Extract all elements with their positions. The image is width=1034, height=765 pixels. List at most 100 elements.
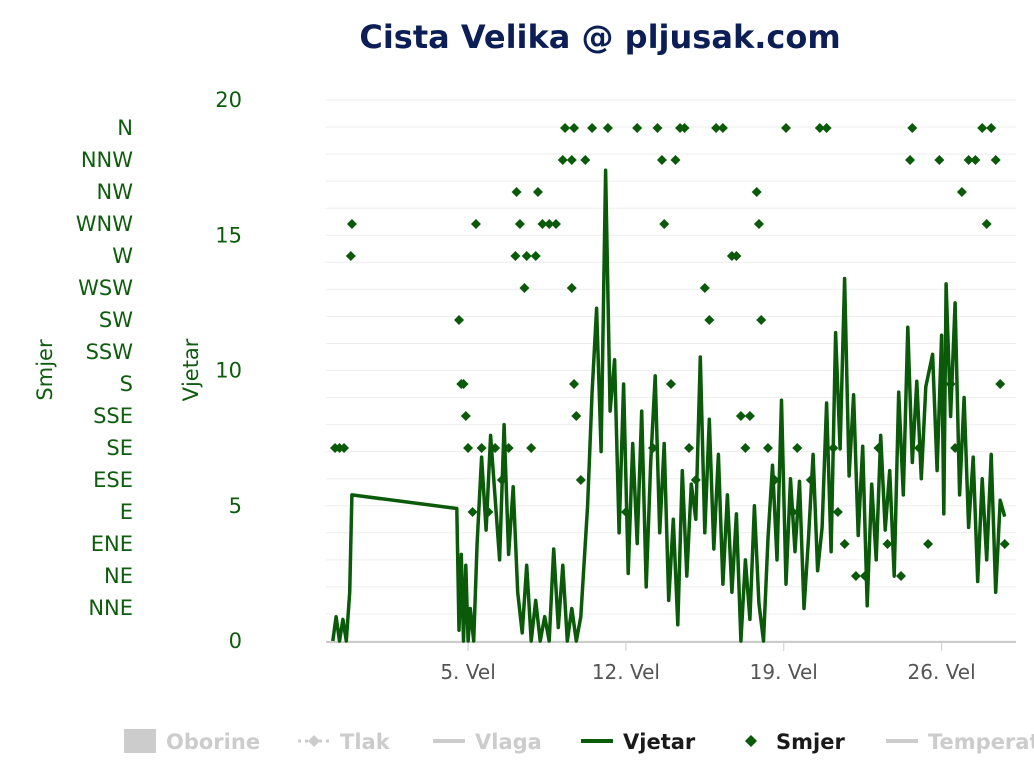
legend-label: Smjer xyxy=(776,730,845,754)
smjer-point xyxy=(519,283,530,293)
smjer-point xyxy=(839,539,850,549)
smjer-point xyxy=(647,443,658,453)
y-tick-label: 20 xyxy=(215,88,242,112)
smjer-point xyxy=(907,123,918,133)
smjer-point xyxy=(950,443,961,453)
smjer-point xyxy=(460,411,471,421)
smjer-point xyxy=(740,443,751,453)
smjer-point xyxy=(503,443,514,453)
smjer-point xyxy=(620,507,631,517)
smjer-point xyxy=(873,443,884,453)
y-tick-label-direction: SE xyxy=(106,436,133,460)
legend-label: Tlak xyxy=(340,730,391,754)
y-tick-label-direction: E xyxy=(120,500,133,524)
smjer-point xyxy=(670,155,681,165)
legend-label: Vjetar xyxy=(623,730,696,754)
smjer-point xyxy=(656,155,667,165)
smjer-point xyxy=(995,379,1006,389)
smjer-point xyxy=(521,251,532,261)
x-axis-ticks: 5. Vel 12. Vel 19. Vel 26. Vel xyxy=(440,642,976,684)
smjer-point xyxy=(751,187,762,197)
smjer-point xyxy=(781,123,791,133)
y-tick-label-direction: NW xyxy=(97,180,134,204)
y-tick-label-direction: W xyxy=(112,244,133,268)
y-tick-label: 5 xyxy=(229,494,242,518)
x-tick-label: 19. Vel xyxy=(750,660,818,684)
legend-item-tlak[interactable]: Tlak xyxy=(298,730,391,754)
smjer-point xyxy=(602,123,613,133)
smjer-point xyxy=(496,475,507,485)
y-axis-smjer-title: Smjer xyxy=(33,339,57,401)
chart-title: Cista Velika @ pljusak.com xyxy=(359,18,840,56)
smjer-point xyxy=(977,123,988,133)
smjer-point xyxy=(711,123,722,133)
y-tick-label-direction: N xyxy=(117,116,133,140)
smjer-point xyxy=(717,123,728,133)
smjer-point xyxy=(569,123,580,133)
smjer-point xyxy=(882,539,893,549)
smjer-point xyxy=(704,315,715,325)
y-tick-label-direction: NNW xyxy=(81,148,133,172)
x-tick-label: 5. Vel xyxy=(440,660,495,684)
smjer-point xyxy=(490,443,501,453)
legend: Oborine Tlak Vlaga Vjetar Smjer Temperat xyxy=(124,729,1034,754)
smjer-point xyxy=(346,219,357,229)
smjer-point xyxy=(514,219,525,229)
smjer-point xyxy=(679,123,690,133)
smjer-point xyxy=(510,251,521,261)
legend-item-oborine[interactable]: Oborine xyxy=(124,729,260,754)
legend-item-smjer[interactable]: Smjer xyxy=(745,730,845,754)
smjer-point xyxy=(753,219,764,229)
smjer-point xyxy=(575,475,586,485)
smjer-point xyxy=(632,123,643,133)
smjer-point xyxy=(956,187,967,197)
y-tick-label-direction: WNW xyxy=(76,212,133,236)
y-tick-label: 15 xyxy=(215,223,242,247)
legend-item-temperat[interactable]: Temperat xyxy=(886,730,1034,754)
smjer-point xyxy=(467,507,478,517)
y-tick-label-direction: NNE xyxy=(88,596,133,620)
smjer-point xyxy=(896,571,906,581)
smjer-point xyxy=(923,539,934,549)
smjer-point xyxy=(735,411,746,421)
y-axis-vjetar-ticks: 0 5 10 15 20 xyxy=(215,88,242,653)
legend-item-vlaga[interactable]: Vlaga xyxy=(433,730,542,754)
smjer-point xyxy=(990,155,1001,165)
series-line-vjetar xyxy=(331,168,1007,643)
y-tick-label-direction: SSE xyxy=(93,404,133,428)
smjer-point xyxy=(684,443,695,453)
smjer-point xyxy=(560,123,571,133)
smjer-point xyxy=(666,379,676,389)
smjer-point xyxy=(787,507,798,517)
smjer-point xyxy=(566,283,577,293)
smjer-point xyxy=(769,475,780,485)
y-tick-label-direction: SSW xyxy=(86,340,134,364)
smjer-point xyxy=(792,443,803,453)
smjer-point xyxy=(859,571,870,581)
y-tick-label-direction: ESE xyxy=(93,468,133,492)
smjer-point xyxy=(690,475,701,485)
smjer-point xyxy=(345,251,356,261)
smjer-point xyxy=(805,475,816,485)
y-tick-label-direction: S xyxy=(120,372,133,396)
smjer-point xyxy=(569,379,580,389)
smjer-point xyxy=(814,123,825,133)
x-tick-label: 12. Vel xyxy=(592,660,660,684)
x-tick-label: 26. Vel xyxy=(908,660,976,684)
legend-symbol-diamond xyxy=(308,735,320,747)
smjer-point xyxy=(454,315,465,325)
smjer-point xyxy=(850,571,861,581)
smjer-point xyxy=(470,219,481,229)
legend-symbol-box xyxy=(124,729,156,753)
smjer-point xyxy=(587,123,598,133)
smjer-point xyxy=(762,443,773,453)
smjer-point xyxy=(986,123,997,133)
smjer-point xyxy=(463,443,474,453)
legend-item-vjetar[interactable]: Vjetar xyxy=(581,730,696,754)
y-tick-label: 10 xyxy=(215,359,242,383)
smjer-point xyxy=(821,123,832,133)
smjer-point xyxy=(828,443,839,453)
smjer-point xyxy=(566,155,577,165)
smjer-point xyxy=(756,315,767,325)
